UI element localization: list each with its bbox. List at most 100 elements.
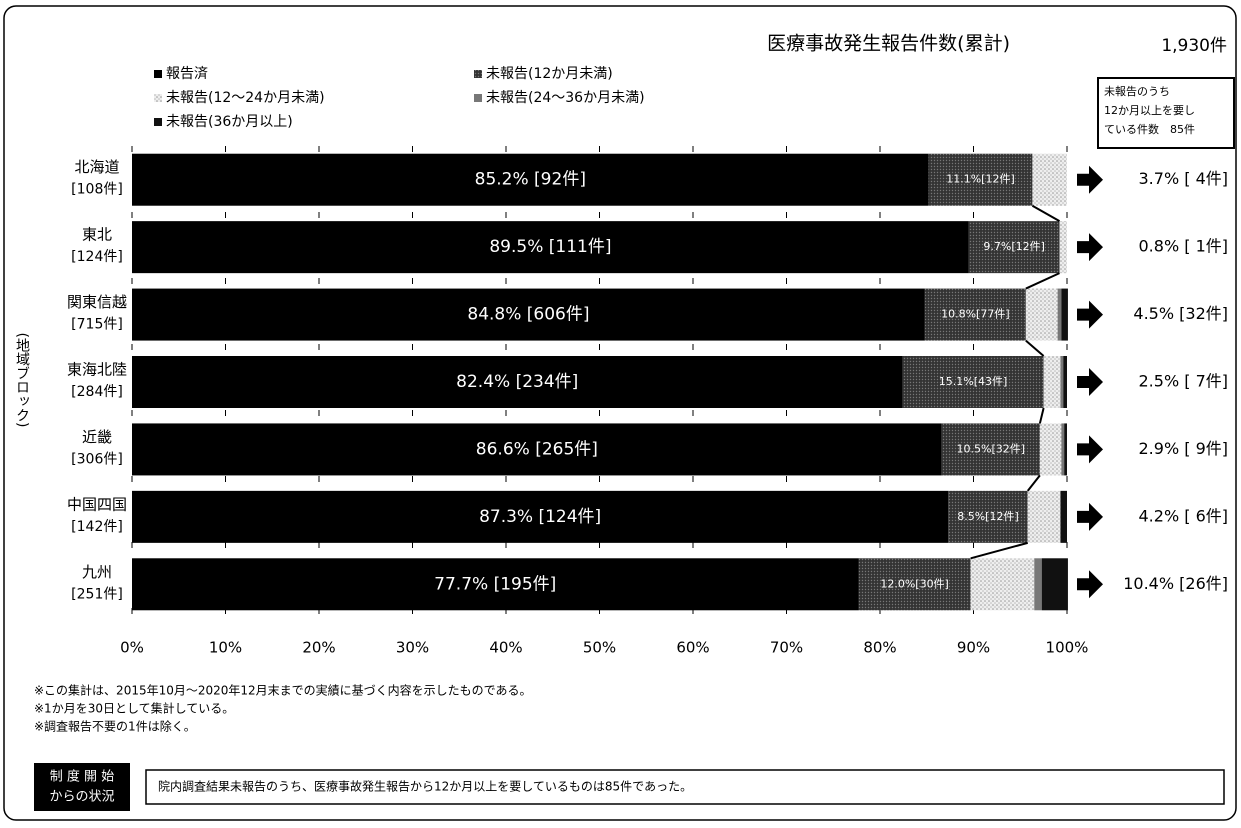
y-axis-label: (地域ブロック) <box>14 333 30 428</box>
legend-label: 報告済 <box>166 66 208 82</box>
bar-segment <box>132 153 929 206</box>
y-tick-count: [715件] <box>71 317 123 333</box>
bar-segment <box>132 221 969 274</box>
x-tick-label: 100% <box>1046 639 1089 657</box>
connector <box>1025 339 1045 357</box>
footnote: ※調査報告不要の1件は除く。 <box>34 719 196 734</box>
bar-segment <box>1032 153 1067 206</box>
y-tick-label: 九州 <box>82 563 112 581</box>
bar-segment <box>1064 423 1067 476</box>
footnote: ※1か月を30日として集計している。 <box>34 701 234 716</box>
connector <box>1031 204 1061 223</box>
note-box <box>1097 77 1235 149</box>
y-tick-label: 東海北陸 <box>67 361 127 379</box>
bar-segment <box>858 558 971 611</box>
bar-segment <box>928 153 1033 206</box>
right-label: 2.9% [ 9件] <box>1139 439 1229 458</box>
right-label: 3.7% [ 4件] <box>1139 169 1229 188</box>
bar-segment <box>1060 356 1064 408</box>
data-label: 77.7% [195件] <box>434 574 556 594</box>
note-text: ている件数 85件 <box>1104 123 1195 136</box>
legend-label: 未報告(24～36か月未満) <box>486 90 645 106</box>
note-text: 12か月以上を要し <box>1104 104 1195 117</box>
data-label: 9.7%[12件] <box>983 240 1045 253</box>
bar-segment <box>941 423 1040 476</box>
y-tick-count: [108件] <box>71 182 123 198</box>
arrow <box>1077 233 1103 262</box>
y-tick-label: 近畿 <box>82 428 112 446</box>
x-tick-label: 50% <box>583 639 616 657</box>
bar-segment <box>1060 490 1067 543</box>
legend-swatch <box>154 118 162 126</box>
data-label: 87.3% [124件] <box>479 507 601 527</box>
bar-segment <box>968 221 1060 274</box>
data-label: 85.2% [92件] <box>475 170 586 190</box>
bar-segment <box>970 558 1035 611</box>
bar-segment <box>132 558 859 611</box>
legend-swatch <box>474 70 482 78</box>
legend-label: 未報告(12か月未満) <box>486 66 613 82</box>
connector <box>1038 407 1045 424</box>
bar-segment <box>132 423 942 476</box>
bar-segment <box>132 288 925 341</box>
footnote: ※この集計は、2015年10月～2020年12月末までの実績に基づく内容を示した… <box>34 683 532 698</box>
bar-segment <box>902 356 1044 408</box>
legend-swatch <box>154 94 162 102</box>
chart-title: 医療事故発生報告件数(累計) <box>767 33 1010 55</box>
connector <box>1026 474 1041 492</box>
bar-segment <box>1059 221 1067 274</box>
legend-swatch <box>474 94 482 102</box>
data-label: 10.5%[32件] <box>957 442 1026 455</box>
x-tick-label: 70% <box>770 639 803 657</box>
y-tick-count: [306件] <box>71 451 123 467</box>
y-tick-label: 北海道 <box>74 158 119 176</box>
bar-segment <box>1057 288 1062 341</box>
status-label: からの状況 <box>49 790 114 805</box>
data-label: 86.6% [265件] <box>476 439 598 459</box>
connector <box>1025 272 1060 290</box>
x-tick-label: 60% <box>676 639 709 657</box>
x-tick-label: 40% <box>489 639 522 657</box>
right-label: 4.5% [32件] <box>1133 304 1228 323</box>
data-label: 8.5%[12件] <box>957 510 1019 523</box>
bar-segment <box>1041 558 1068 611</box>
bar-segment <box>1043 356 1061 408</box>
bar-segment <box>132 356 903 408</box>
note-text: 未報告のうち <box>1104 85 1170 98</box>
x-tick-label: 30% <box>396 639 429 657</box>
y-tick-count: [124件] <box>71 249 123 265</box>
bar-segment <box>132 490 949 543</box>
right-label: 10.4% [26件] <box>1123 574 1228 593</box>
legend-label: 未報告(12～24か月未満) <box>166 90 325 106</box>
x-tick-label: 80% <box>863 639 896 657</box>
data-label: 82.4% [234件] <box>456 372 578 392</box>
bar-segment <box>1027 490 1061 543</box>
y-tick-label: 関東信越 <box>67 293 127 311</box>
total: 1,930件 <box>1161 36 1227 56</box>
arrow <box>1077 368 1103 396</box>
x-tick-label: 20% <box>302 639 335 657</box>
x-tick-label: 0% <box>120 639 144 657</box>
arrow <box>1077 165 1103 194</box>
bar-segment <box>948 490 1028 543</box>
bar-segment <box>1061 288 1068 341</box>
y-tick-label: 東北 <box>82 226 112 244</box>
right-label: 4.2% [ 6件] <box>1139 506 1229 525</box>
x-tick-label: 10% <box>209 639 242 657</box>
y-tick-count: [142件] <box>71 519 123 535</box>
data-label: 11.1%[12件] <box>946 173 1015 186</box>
legend-swatch <box>154 70 162 78</box>
status-box <box>145 769 1225 805</box>
data-label: 84.8% [606件] <box>467 305 589 325</box>
right-label: 0.8% [ 1件] <box>1139 237 1229 256</box>
bar-segment <box>1025 288 1058 341</box>
right-label: 2.5% [ 7件] <box>1139 372 1229 391</box>
arrow <box>1077 435 1103 464</box>
legend-label: 未報告(36か月以上) <box>166 114 293 130</box>
bar-segment <box>1061 423 1065 476</box>
bar-segment <box>924 288 1026 341</box>
x-tick-label: 90% <box>957 639 990 657</box>
data-label: 10.8%[77件] <box>941 308 1010 321</box>
frame <box>3 5 1237 821</box>
